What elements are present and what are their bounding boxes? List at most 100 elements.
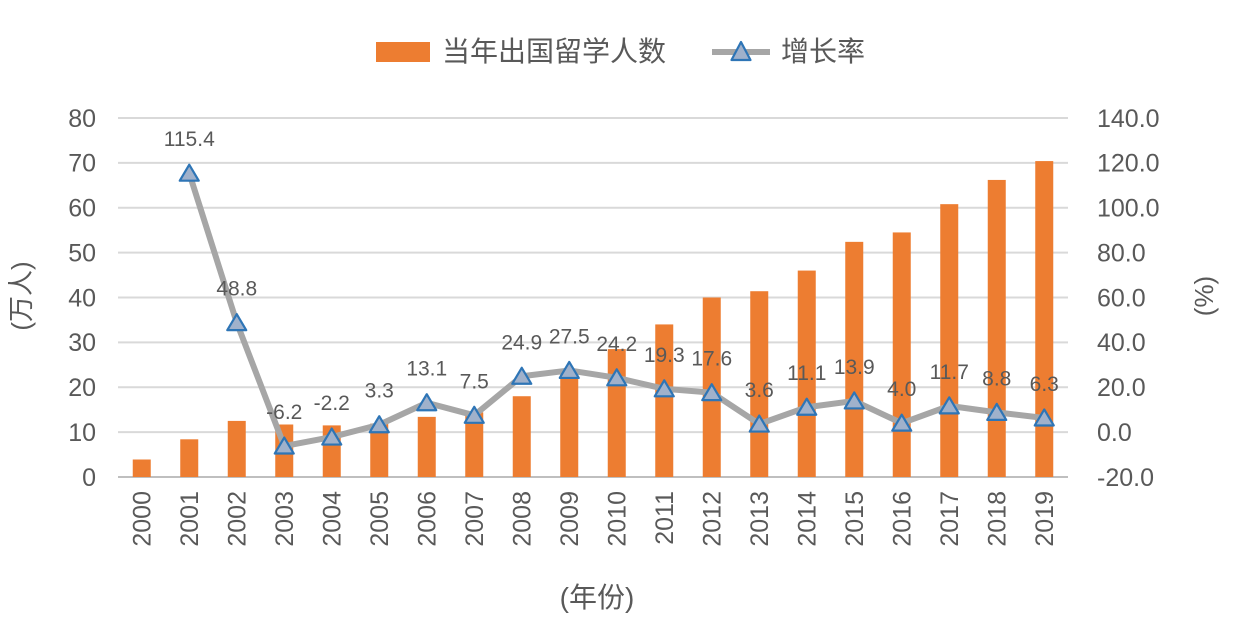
data-label-2019: 6.3 — [1030, 373, 1059, 396]
x-axis-tick-2003: 2003 — [271, 491, 299, 547]
data-label-2015: 13.9 — [834, 356, 875, 379]
x-axis-tick-2012: 2012 — [699, 491, 727, 547]
right-axis-tick: 40.0 — [1097, 329, 1146, 357]
x-axis-tick-2010: 2010 — [604, 491, 632, 547]
chart-legend: 当年出国留学人数 增长率 — [0, 38, 1240, 66]
left-axis-tick: 70 — [68, 150, 96, 178]
left-axis-tick: 60 — [68, 195, 96, 223]
data-label-2005: 3.3 — [365, 380, 394, 403]
data-label-2018: 8.8 — [982, 367, 1011, 390]
right-axis-tick: -20.0 — [1097, 464, 1154, 492]
data-label-2001: 115.4 — [164, 128, 215, 151]
bar-2011 — [655, 324, 674, 477]
line-marker-2018 — [986, 402, 1008, 421]
line-marker-2019 — [1033, 408, 1055, 427]
data-label-2017: 11.7 — [930, 361, 969, 384]
x-axis-title: (年份) — [560, 582, 635, 613]
x-axis-tick-2014: 2014 — [794, 491, 822, 547]
line-marker-2007 — [463, 405, 485, 424]
left-axis-tick: 10 — [68, 419, 96, 447]
bar-2006 — [417, 416, 436, 477]
line-marker-2001 — [178, 163, 200, 182]
x-axis-tick-2004: 2004 — [319, 491, 347, 547]
line-marker-2010 — [606, 368, 628, 387]
x-axis-tick-2018: 2018 — [984, 491, 1012, 547]
bar-2001 — [180, 439, 199, 477]
x-axis-tick-2007: 2007 — [461, 491, 489, 547]
triangle-marker-icon — [730, 40, 752, 62]
line-marker-2002 — [226, 313, 248, 332]
line-marker-2003 — [273, 436, 295, 455]
line-marker-2004 — [321, 427, 343, 446]
left-axis-title: (万人) — [6, 261, 36, 330]
data-label-2003: -6.2 — [266, 401, 302, 424]
bar-series-swatch-icon — [375, 42, 430, 62]
bar-2015 — [845, 241, 864, 477]
data-label-2011: 19.3 — [644, 344, 685, 367]
line-marker-2011 — [653, 379, 675, 398]
line-marker-2009 — [558, 360, 580, 380]
x-axis-tick-2001: 2001 — [176, 491, 204, 547]
right-axis-tick: 100.0 — [1097, 195, 1160, 223]
data-label-2012: 17.6 — [691, 348, 732, 371]
x-axis-tick-2016: 2016 — [889, 491, 917, 547]
bar-swatch-rect — [375, 42, 430, 62]
x-axis-tick-2019: 2019 — [1031, 491, 1059, 547]
data-label-2013: 3.6 — [745, 379, 774, 402]
left-axis-tick: 0 — [82, 464, 96, 492]
data-label-2016: 4.0 — [887, 378, 916, 401]
legend-item-line-series: 增长率 — [712, 38, 865, 66]
right-axis-title: (%) — [1189, 276, 1219, 316]
left-axis-tick: 50 — [68, 239, 96, 267]
line-marker-2016 — [891, 413, 913, 432]
bar-2018 — [987, 179, 1006, 478]
legend-label-line-series: 增长率 — [781, 36, 866, 67]
data-label-2002: 48.8 — [216, 278, 257, 301]
right-axis-tick: 80.0 — [1097, 239, 1146, 267]
left-axis-tick: 20 — [68, 374, 96, 402]
left-axis-tick: 40 — [68, 284, 96, 312]
left-axis-tick: 80 — [68, 105, 96, 133]
right-axis-tick: 120.0 — [1097, 150, 1160, 178]
data-label-2004: -2.2 — [314, 392, 350, 415]
x-axis-tick-2017: 2017 — [936, 491, 964, 547]
right-axis-tick: 60.0 — [1097, 284, 1146, 312]
x-axis-tick-2013: 2013 — [746, 491, 774, 547]
line-series-swatch-icon — [712, 40, 770, 62]
data-label-2008: 24.9 — [501, 331, 542, 354]
bar-2019 — [1035, 161, 1054, 477]
line-marker-2012 — [701, 383, 723, 402]
legend-item-bar-series: 当年出国留学人数 — [375, 38, 666, 66]
line-marker-2013 — [748, 414, 770, 433]
data-label-2007: 7.5 — [460, 370, 489, 393]
bar-2000 — [132, 459, 151, 477]
x-axis-tick-2002: 2002 — [224, 491, 252, 547]
x-axis-tick-2015: 2015 — [841, 491, 869, 547]
data-label-2014: 11.1 — [787, 362, 826, 385]
x-axis-tick-2006: 2006 — [414, 491, 442, 547]
legend-label-bar-series: 当年出国留学人数 — [441, 36, 666, 67]
line-marker-2014 — [796, 397, 818, 416]
x-axis-tick-2009: 2009 — [556, 491, 584, 547]
line-marker-2017 — [938, 396, 960, 415]
bar-2009 — [560, 374, 579, 477]
bar-2005 — [370, 423, 389, 477]
data-label-2006: 13.1 — [406, 358, 447, 381]
data-label-2009: 27.5 — [549, 325, 590, 348]
x-axis-tick-2011: 2011 — [651, 491, 679, 545]
line-marker-2005 — [368, 415, 390, 434]
bar-2014 — [797, 270, 816, 477]
right-axis-tick: 140.0 — [1097, 105, 1160, 133]
right-axis-tick: 20.0 — [1097, 374, 1146, 402]
line-marker-2015 — [843, 391, 865, 410]
x-axis-tick-2000: 2000 — [129, 491, 157, 547]
line-marker-2008 — [511, 366, 533, 385]
x-axis-tick-2005: 2005 — [366, 491, 394, 547]
right-axis-tick: 0.0 — [1097, 419, 1132, 447]
bar-2008 — [512, 396, 531, 477]
bar-2002 — [227, 420, 246, 477]
data-label-2010: 24.2 — [596, 333, 637, 356]
bar-2007 — [465, 412, 484, 477]
